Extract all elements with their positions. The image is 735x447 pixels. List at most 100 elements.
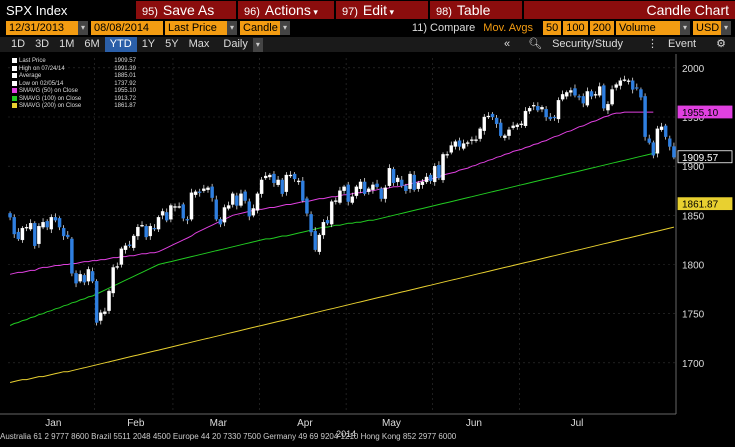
start-date-field[interactable]: 12/31/2013 [6,21,78,35]
range-1m[interactable]: 1M [59,38,75,50]
chart-legend: Last Price 1909.57 High on 07/24/14 1991.39… [12,58,136,111]
candle-body [663,125,668,137]
candle-body [193,191,198,195]
candle-body [585,91,590,106]
candle-body [309,214,313,233]
price-field[interactable]: Last Price [165,21,227,35]
range-1d[interactable]: 1D [11,38,26,50]
range-1y[interactable]: 1Y [141,38,156,50]
candle-body [123,245,128,250]
price-field-dropdown-icon[interactable]: ▾ [227,21,237,35]
candle-body [334,200,338,202]
legend-value: 1885.01 [114,73,136,80]
candle-body [90,271,95,282]
legend-label: Low on 02/05/14 [19,80,64,87]
edit-button[interactable]: 97) Edit ▾ [336,1,428,19]
candle-body [367,188,371,192]
candle-body [313,230,317,250]
candle-body [33,223,37,246]
legend-value: 1861.87 [114,103,136,110]
sma100-line [9,151,658,326]
candle-body [268,174,272,178]
chart-type-dropdown-icon[interactable]: ▾ [280,21,290,35]
volume-dropdown-icon[interactable]: ▾ [680,21,690,35]
candle-body [94,281,99,323]
save-as-button[interactable]: 95) Save As [136,1,236,19]
candle-body [569,90,573,93]
range-max[interactable]: Max [188,38,210,50]
ticker-label[interactable]: SPX Index [6,2,68,18]
range-5y[interactable]: 5Y [165,38,179,50]
interval-dropdown-icon[interactable]: ▾ [252,37,263,52]
candle-body [560,94,565,100]
legend-label: Last Price [19,58,46,65]
range-6m[interactable]: 6M [84,38,100,50]
candle-body [45,221,49,228]
candle-body [577,96,581,98]
ma3-field[interactable]: 200 [589,21,614,35]
ma2-field[interactable]: 100 [563,21,588,35]
candle-body [136,226,140,237]
start-date-dropdown-icon[interactable]: ▾ [78,21,88,35]
candle-body [532,105,536,107]
search-icon[interactable]: 🔍︎ [528,38,543,50]
range-ytd[interactable]: YTD [104,37,137,52]
event-icon[interactable]: ⋮ [646,38,658,50]
candle-body [235,195,239,206]
candle-body [119,248,124,265]
candle-body [362,181,367,194]
currency-field[interactable]: USD [693,21,721,35]
status-line: Australia 61 2 9777 8600 Brazil 5511 204… [0,432,457,441]
candle-chart-svg[interactable]: 1700 1750 1800 1850 1900 1950 2000 Jan Feb Mar Apr… [0,54,735,442]
actions-button[interactable]: 96) Actions ▾ [238,1,334,19]
candle-body [185,219,190,221]
table-button[interactable]: 98) Table [430,1,522,19]
candle-body [156,217,161,230]
ma1-field[interactable]: 50 [543,21,562,35]
volume-field[interactable]: Volume [616,21,680,35]
mov-avgs-button[interactable]: Mov. Avgs [483,22,534,34]
legend-swatch [12,80,17,86]
candle-body [614,84,618,88]
candle-body [57,218,62,228]
event-button[interactable]: Event [667,38,697,50]
range-3d[interactable]: 3D [35,38,50,50]
legend-label: Average [19,73,42,80]
legend-label: SMAVG (100) on Close [19,95,82,102]
candle-body [593,94,598,96]
candle-body [342,186,346,191]
legend-label: SMAVG (50) on Close [19,88,78,95]
candle-body [148,225,152,237]
currency-dropdown-icon[interactable]: ▾ [721,21,731,35]
legend-value: 1913.72 [114,95,136,102]
candle-body [474,139,478,141]
price-tag-label: 1909.57 [682,153,719,164]
candle-body [395,177,400,183]
candle-body [527,108,532,112]
candle-body [12,217,16,235]
candle-body [301,180,305,201]
candle-body [536,106,540,111]
security-study-button[interactable]: Security/Study [552,38,623,50]
candle-body [606,104,610,111]
candle-body [218,219,223,225]
gear-icon[interactable]: ⚙ [716,38,726,50]
end-date-field[interactable]: 08/08/2014 [91,21,163,35]
candle-body [375,183,379,187]
legend-swatch [12,73,17,79]
candle-body [457,140,462,147]
interval-select[interactable]: Daily [223,38,248,50]
candle-body [523,110,528,126]
candle-body [181,204,185,219]
chart-type-field[interactable]: Candle [240,21,280,35]
candle-body [317,234,322,252]
candle-body [622,79,627,81]
candle-body [160,211,165,216]
edit-label: Edit [362,2,388,18]
compare-button[interactable]: 11) Compare [411,22,476,34]
candle-body [408,173,412,189]
chart-area[interactable]: 1700 1750 1800 1850 1900 1950 2000 Jan Feb Mar Apr… [0,54,735,442]
collapse-icon[interactable]: « [503,38,511,50]
candle-body [276,179,280,186]
candle-body [111,267,115,294]
